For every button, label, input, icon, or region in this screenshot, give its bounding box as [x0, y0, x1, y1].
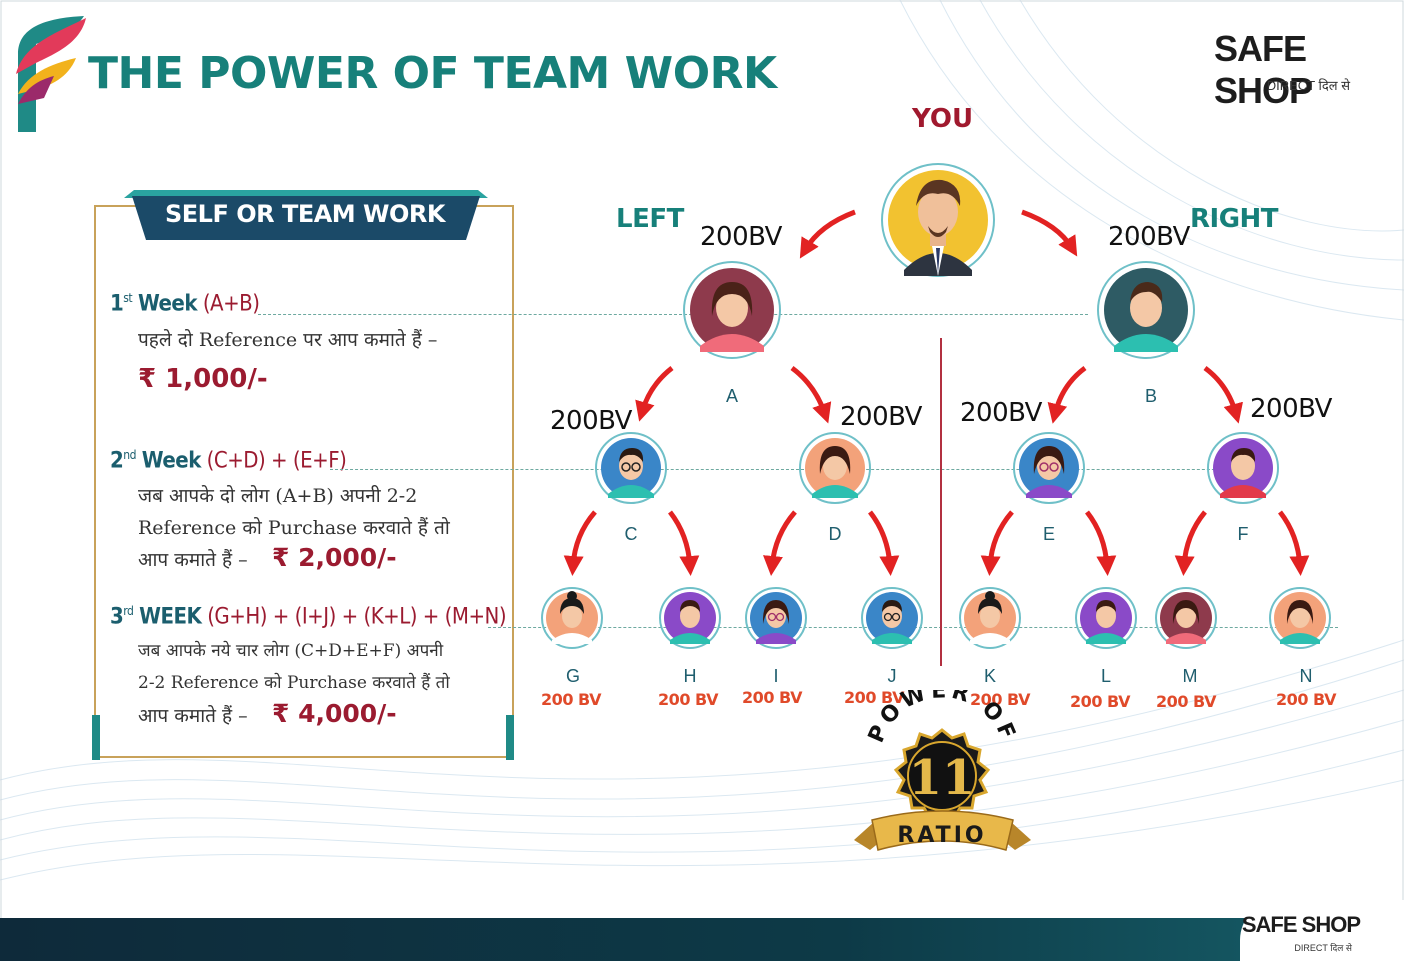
bv-small-l: 200 BV — [1070, 692, 1130, 711]
avatar-d — [799, 432, 871, 504]
ribbon-title: SELF OR TEAM WORK — [165, 200, 446, 228]
bv-small-i: 200 BV — [742, 688, 802, 707]
bv-small-j: 200 BV — [844, 688, 904, 707]
bv-label-a: 200BV — [700, 222, 782, 252]
node-h-letter: H — [683, 666, 697, 686]
arrow-b-f — [1203, 365, 1243, 424]
week-3-line-2: 2-2 Reference को Purchase करवाते हैं तो — [138, 673, 450, 693]
arrow-e-k — [980, 510, 1014, 576]
node-d-letter: D — [828, 524, 842, 544]
arrow-c-h — [668, 510, 700, 576]
arrow-b-e — [1047, 365, 1087, 424]
node-b-letter: B — [1144, 386, 1157, 406]
badge-number: 11 — [909, 750, 976, 806]
node-e-letter: E — [1042, 524, 1055, 544]
arrow-f-n — [1278, 510, 1310, 576]
brand-logo: SAFE SHOP DIRECT दिल से — [1214, 28, 1384, 111]
left-right-divider — [940, 338, 942, 666]
avatar-e — [1013, 432, 1085, 504]
arrow-d-j — [868, 510, 900, 576]
node-j-letter: J — [887, 666, 897, 686]
arrow-a-c — [635, 366, 674, 422]
arrow-e-l — [1085, 510, 1117, 576]
left-label: LEFT — [616, 204, 684, 234]
arrow-d-i — [763, 510, 797, 576]
week-2-heading: 2nd Week (C+D) + (E+F) — [110, 448, 347, 474]
right-label: RIGHT — [1190, 204, 1279, 234]
node-m-letter: M — [1182, 666, 1198, 686]
page-title: THE POWER OF TEAM WORK — [88, 48, 777, 99]
bv-small-h: 200 BV — [658, 690, 718, 709]
level-1-guide — [258, 314, 1088, 315]
bv-label-d: 200BV — [840, 402, 922, 432]
node-i-letter: I — [773, 666, 779, 686]
node-k-letter: K — [983, 666, 996, 686]
panel-ribbon — [124, 190, 488, 240]
bv-label-f: 200BV — [1250, 394, 1332, 424]
node-l-letter: L — [1100, 666, 1111, 686]
week-2-line-3: आप कमाते हैं – — [138, 549, 248, 571]
node-a-letter: A — [725, 386, 738, 406]
avatar-you — [881, 163, 995, 277]
week-2-amount: ₹ 2,000/- — [272, 543, 397, 572]
arrow-c-g — [563, 510, 597, 576]
node-c-letter: C — [624, 524, 638, 544]
company-logo-mark — [16, 16, 86, 132]
panel-corner-left — [92, 715, 100, 760]
week-3-amount: ₹ 4,000/- — [272, 699, 397, 728]
avatar-k — [959, 587, 1021, 649]
avatar-l — [1075, 587, 1137, 649]
power-of-11-ratio-badge: POWER OF 11 RATIO — [854, 690, 1031, 851]
avatar-m — [1155, 587, 1217, 649]
week-3-heading: 3rd WEEK (G+H) + (I+J) + (K+L) + (M+N) — [110, 604, 507, 630]
arrow-you-right — [1021, 209, 1078, 257]
bv-small-n: 200 BV — [1276, 690, 1336, 709]
avatar-n — [1269, 587, 1331, 649]
bv-label-e: 200BV — [960, 398, 1042, 428]
week-1-amount: ₹ 1,000/- — [138, 364, 268, 394]
avatar-g — [541, 587, 603, 649]
arrow-f-m — [1174, 510, 1207, 576]
week-3-line-1: जब आपके नये चार लोग (C+D+E+F) अपनी — [138, 641, 444, 661]
avatar-b — [1097, 261, 1195, 359]
badge-ribbon-text: RATIO — [897, 823, 986, 848]
avatar-j — [861, 587, 923, 649]
node-f-letter: F — [1237, 524, 1249, 544]
bv-small-g: 200 BV — [541, 690, 601, 709]
bv-small-m: 200 BV — [1156, 692, 1216, 711]
avatar-h — [659, 587, 721, 649]
footer-brand-tagline: DIRECT दिल से — [1294, 943, 1352, 953]
bv-label-b: 200BV — [1108, 222, 1190, 252]
footer-brand-name: SAFE SHOP — [1241, 912, 1361, 937]
week-2-line-2: Reference को Purchase करवाते हैं तो — [138, 517, 450, 539]
footer-bar — [0, 918, 1404, 961]
arrow-you-left — [799, 209, 856, 259]
brand-name: SAFE SHOP — [1214, 28, 1313, 111]
avatar-f — [1207, 432, 1279, 504]
week-3-line-3: आप कमाते हैं – — [138, 705, 248, 727]
bv-label-c: 200BV — [550, 406, 632, 436]
avatar-a — [683, 261, 781, 359]
avatar-i — [745, 587, 807, 649]
brand-tagline: DIRECT दिल से — [1266, 78, 1350, 93]
week-1-heading: 1st Week (A+B) — [110, 291, 260, 317]
footer-logo-bg — [1240, 900, 1404, 961]
panel-corner-right — [506, 715, 514, 760]
arrow-a-d — [790, 365, 832, 424]
week-1-line-1: पहले दो Reference पर आप कमाते हैं – — [138, 329, 438, 351]
bv-small-k: 200 BV — [970, 690, 1030, 709]
you-label: YOU — [912, 104, 974, 134]
week-2-line-1: जब आपके दो लोग (A+B) अपनी 2-2 — [138, 485, 418, 507]
avatar-c — [595, 432, 667, 504]
node-g-letter: G — [565, 666, 580, 686]
node-n-letter: N — [1299, 666, 1313, 686]
